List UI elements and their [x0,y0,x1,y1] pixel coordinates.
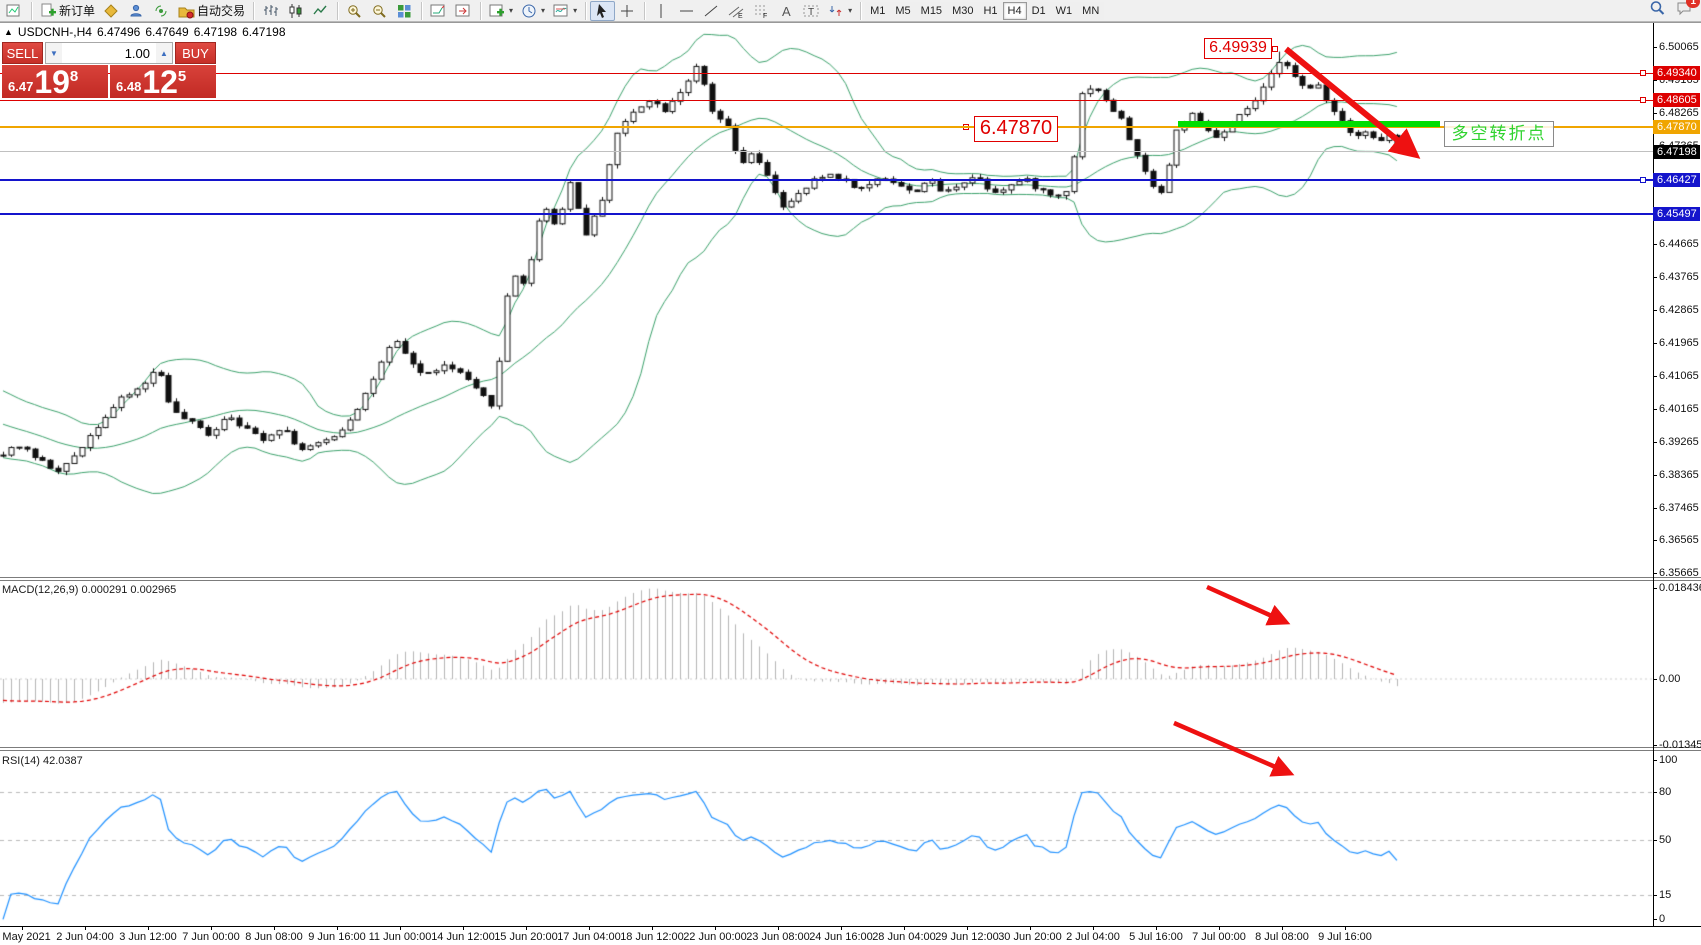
turning-point-note[interactable]: 多空转折点 [1444,121,1554,147]
price-badge-6.48605: 6.48605 [1653,93,1700,108]
macd-label: MACD(12,26,9) 0.000291 0.002965 [2,584,177,596]
price-badge-6.49340: 6.49340 [1653,66,1700,81]
open-value: 6.47496 [96,25,141,39]
price-badge-6.45497: 6.45497 [1653,206,1700,221]
sell-price-sup: 8 [69,68,79,85]
close-value: 6.47198 [242,25,286,39]
price-badge-6.46427: 6.46427 [1653,172,1700,187]
peak-price-label[interactable]: 6.49939 [1204,38,1272,59]
sell-price-small: 6.47 [8,79,34,94]
line-handle[interactable] [1640,97,1646,104]
price-badge-6.47198: 6.47198 [1653,144,1700,159]
one-click-trading-panel: SELL ▼ ▲ BUY 6.47 19 8 6.48 12 5 [2,42,216,98]
symbol-label: USDCNH-,H4 [17,25,92,39]
sell-price-big: 19 [34,64,70,100]
rsi-label: RSI(14) 42.0387 [2,755,83,767]
collapse-panel-icon[interactable]: ▲ [4,27,13,37]
volume-increase-button[interactable]: ▲ [156,43,172,63]
buy-price-small: 6.48 [116,79,142,94]
price-line-6.45497[interactable] [0,212,1653,215]
buy-price-big: 12 [142,64,178,100]
chart-ohlc-line: ▲ USDCNH-,H4 6.47496 6.47649 6.47198 6.4… [4,25,286,39]
sell-button[interactable]: SELL [2,42,43,64]
support-turned-resistance-line[interactable] [1178,121,1440,127]
mid-price-label[interactable]: 6.47870 [974,116,1058,142]
buy-price-display[interactable]: 6.48 12 5 [110,65,216,98]
price-line-6.4934[interactable] [0,72,1653,74]
line-handle[interactable] [1640,70,1646,77]
sell-price-display[interactable]: 6.47 19 8 [2,65,108,98]
price-line-6.4787[interactable] [0,126,1653,129]
price-line-6.48605[interactable] [0,99,1653,101]
price-line-6.47198[interactable] [0,151,1653,153]
line-handle[interactable] [1640,176,1646,183]
volume-decrease-button[interactable]: ▼ [46,43,62,63]
high-value: 6.47649 [145,25,189,39]
price-line-6.46427[interactable] [0,178,1653,181]
volume-input[interactable] [62,43,156,63]
price-badge-6.47870: 6.47870 [1653,120,1700,135]
volume-stepper: ▼ ▲ [45,42,173,64]
buy-price-sup: 5 [177,68,187,85]
low-value: 6.47198 [193,25,238,39]
buy-button[interactable]: BUY [175,42,216,64]
